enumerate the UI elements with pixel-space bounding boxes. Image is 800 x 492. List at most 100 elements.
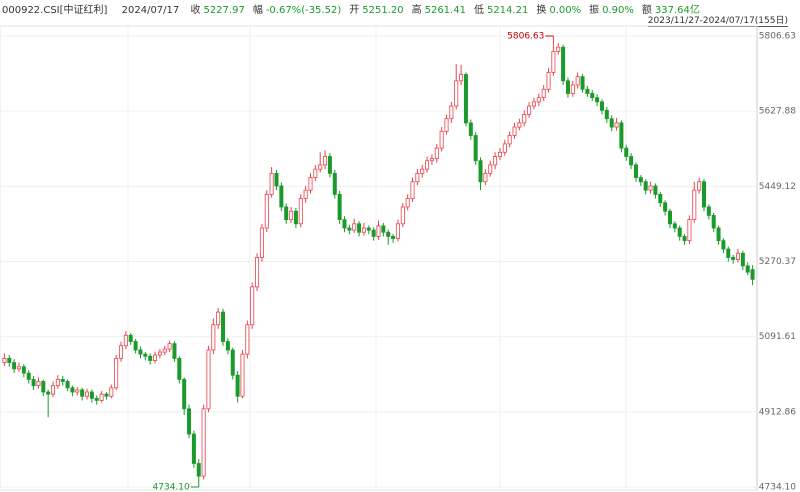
y-tick-label: 5449.12 [759,182,796,192]
candle-body [711,214,716,229]
candle-body [80,389,85,397]
candle-body [303,189,308,199]
candle-body [381,225,386,233]
candle-body [536,97,541,103]
quote-label: 额 [641,5,652,16]
candle-body [201,408,206,477]
candle-body [153,354,158,361]
candle-body [279,185,284,208]
candle-body [604,109,609,120]
candle-body [41,381,46,393]
candle-body [347,227,352,231]
candle-body [648,185,653,191]
candle-body [123,334,128,347]
candle-body [454,80,459,107]
annotation-label: 5806.63 [507,32,544,42]
quote-value: 0.00% [549,5,582,16]
candle-body [133,341,138,351]
candle-body [376,225,381,237]
candle-body [405,198,410,208]
candle-body [459,74,464,82]
candle-body [240,353,245,397]
y-tick-label: 5270.37 [759,257,796,267]
candle-body [599,101,604,111]
candle-body [94,397,99,401]
quote-header: 000922.CSI[中证红利] 2024/07/17 收 5227.97 幅 -0.… [2,1,708,16]
candle-body [663,202,668,212]
quote-label: 幅 [252,5,263,16]
candle-body [410,181,415,199]
candle-body [429,158,434,162]
candle-body [497,151,502,157]
candle-body [420,168,425,174]
candle-body [726,248,731,258]
candle-body [590,93,595,99]
candle-body [51,385,56,395]
date: 2024/07/17 [121,5,180,16]
candle-body [638,177,643,183]
candle-body [570,84,575,94]
quote-value: 337.64亿 [654,5,700,16]
vertical-grid [127,26,627,490]
candle-body [595,97,600,103]
candle-body [308,177,313,191]
candle-body [585,88,590,94]
candle-body [517,122,522,128]
candle-body [434,147,439,160]
candle-body [36,381,41,387]
candle-body [522,114,527,124]
candle-body [575,76,580,86]
candle-body [119,345,124,359]
candle-body [502,143,507,153]
candle-body [400,206,405,225]
candle-body [386,231,391,237]
candle-body [250,286,255,326]
candle-body [89,391,94,399]
candle-body [70,387,75,393]
candle-body [337,193,342,221]
candle-body [114,357,119,389]
candle-body [692,189,697,221]
y-tick-label: 4734.10 [759,483,796,492]
candle-body [721,240,726,250]
candle-body [609,118,614,128]
quote-label: 低 [473,5,484,16]
candle-body [7,357,12,363]
candle-body [221,311,226,342]
candle-body [216,311,221,326]
candle-body [2,357,7,363]
candle-body [415,172,420,183]
candle-body [672,223,677,229]
quote-value: 0.90% [602,5,634,16]
candle-body [541,88,546,99]
candle-body [619,122,624,149]
candle-body [478,160,483,183]
candle-body [488,164,493,174]
candle-body [391,236,396,239]
candle-body [483,172,488,183]
y-tick-label: 5806.63 [759,32,796,42]
quote-value: -0.67%(-35.52) [265,5,342,16]
candle-body [439,130,444,149]
candle-body [284,206,289,221]
candle-body [187,408,192,435]
quote-value: 5214.21 [486,5,529,16]
candle-body [750,269,755,280]
candle-body [332,172,337,195]
quote-value: 5251.20 [362,5,404,16]
candle-body [667,210,672,225]
candle-body [17,366,22,370]
candle-body [716,227,721,242]
candle-body [264,193,269,229]
candle-body [697,181,702,191]
candle-body [624,147,629,157]
candle-body [740,252,745,267]
candle-body [323,156,328,166]
candle-body [425,160,430,170]
candle-body [468,122,473,136]
candle-body [235,374,240,397]
candle-body [629,156,634,166]
candle-body [395,223,400,239]
candle-body [313,168,318,178]
